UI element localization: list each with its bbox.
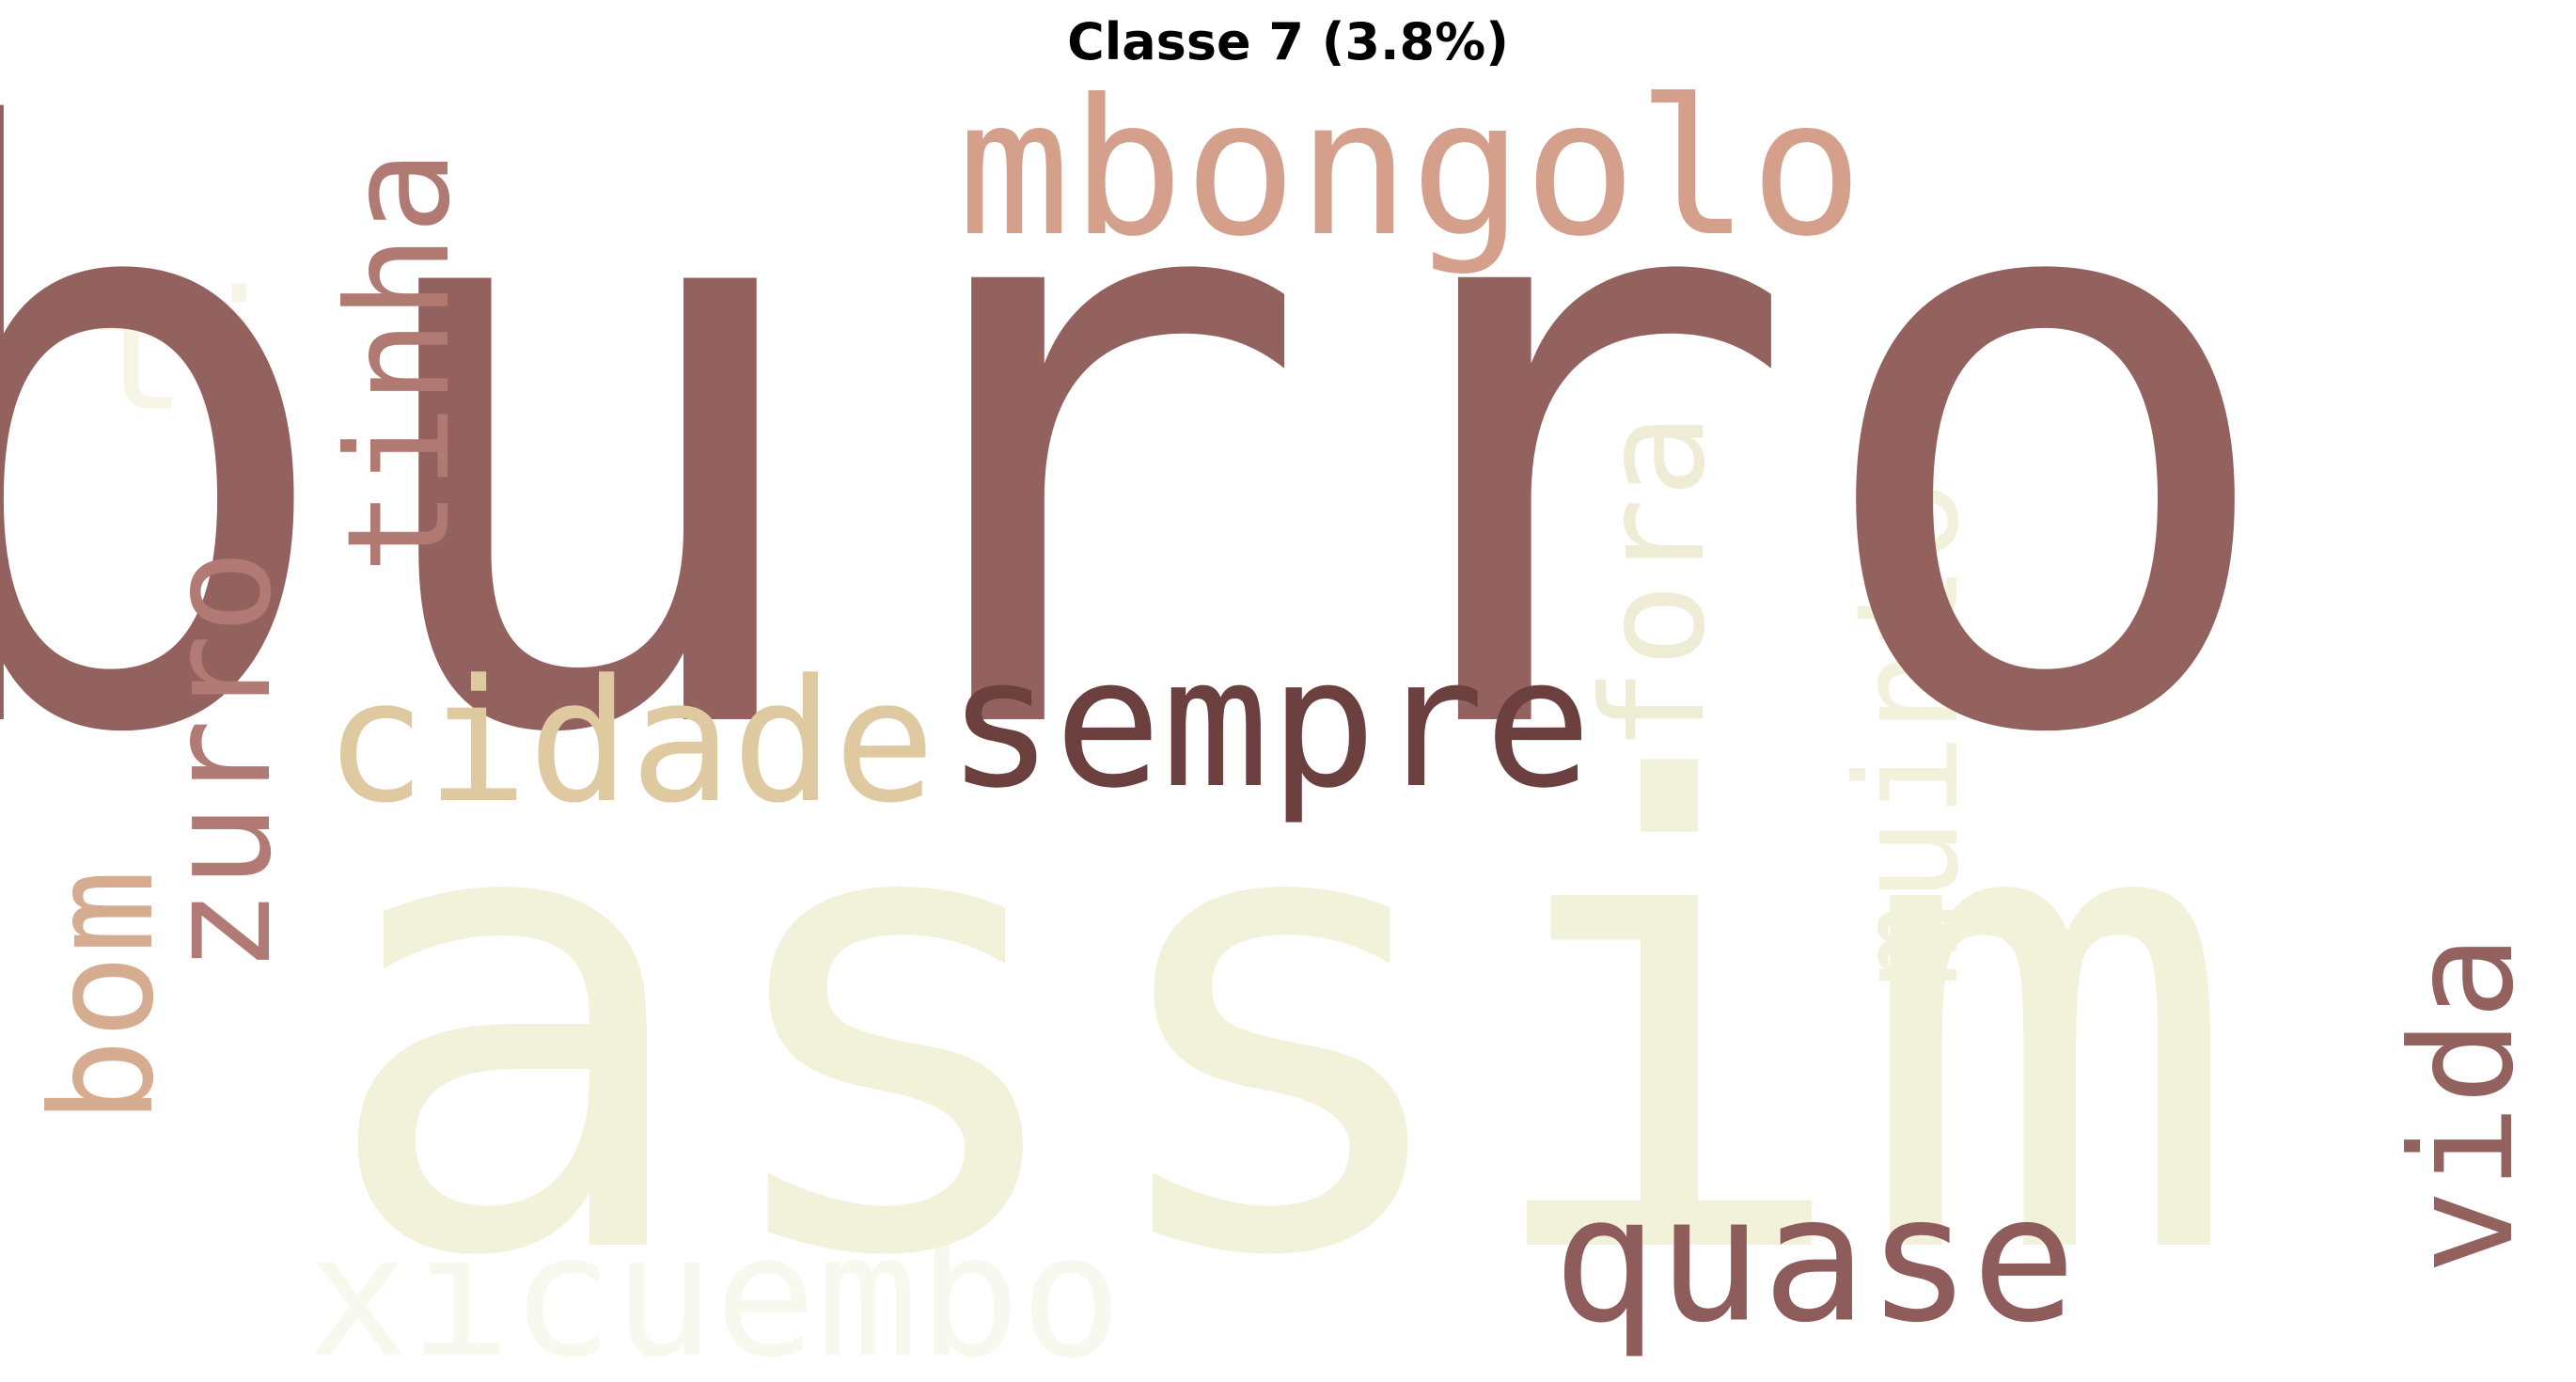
word-xicuembo: xicuembo [306,1199,1123,1382]
word-tinha: tinha [318,149,481,574]
chart-title: Classe 7 (3.8%) [1067,12,1509,71]
word-mbongolo: mbongolo [957,59,1863,278]
word-quase: quase [1552,1157,2077,1361]
word-sempre: sempre [946,620,1593,827]
word-cidade: cidade [323,644,936,840]
word-burro: burro [0,0,2289,910]
word-assim: assim [316,652,2241,1382]
word-vida: vida [2381,934,2545,1275]
word-ti: ti [88,257,288,448]
word-bom: bom [22,869,185,1124]
